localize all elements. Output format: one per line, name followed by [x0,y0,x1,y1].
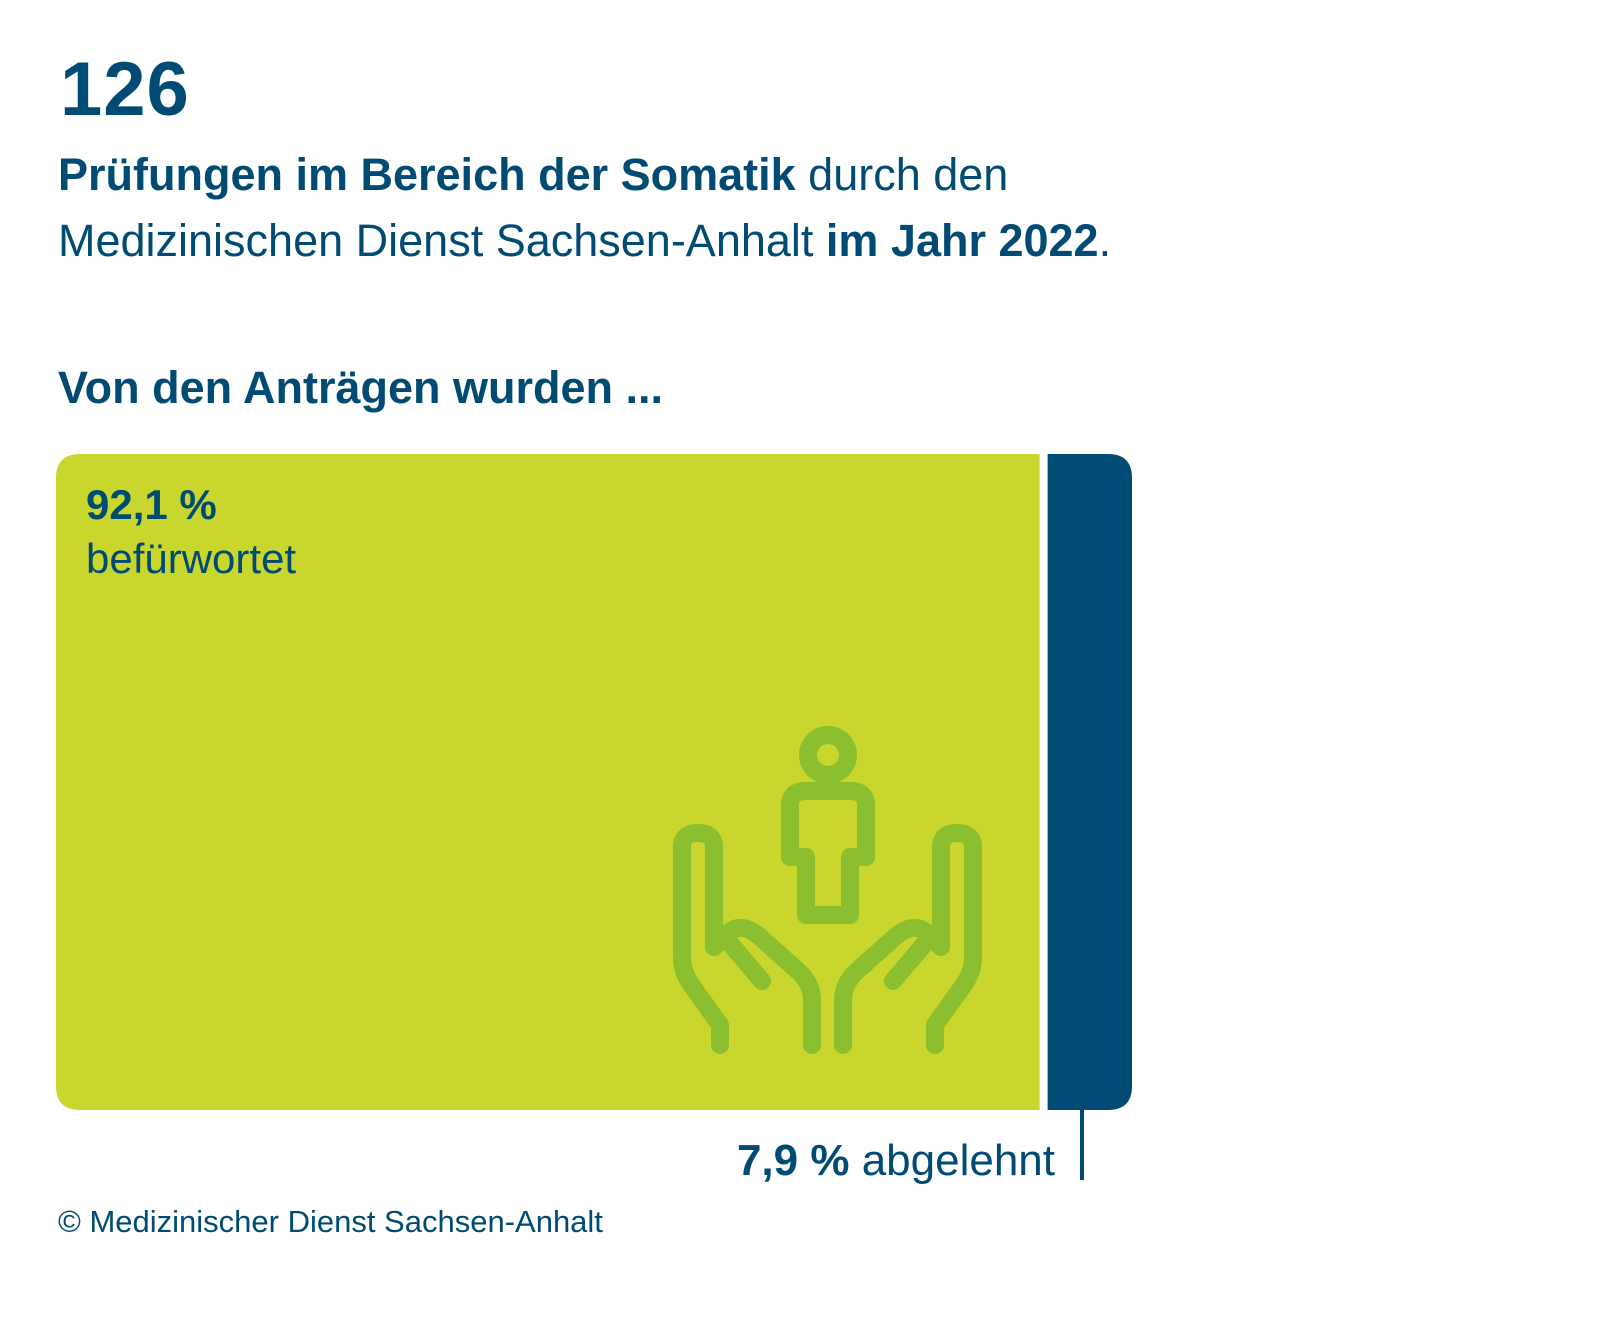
approved-label: 92,1 % befürwortet [86,478,296,586]
question-heading: Von den Anträgen wurden ... [58,362,664,413]
headline-mid: durch den Medizinischen Dienst Sachsen-A… [58,149,1009,266]
approved-description: befürwortet [86,535,297,582]
headline-bold-2: im Jahr 2022 [825,215,1099,266]
headline-bold-1: Prüfungen im Bereich der Somatik [58,149,796,200]
headline-text: Prüfungen im Bereich der Somatik durch d… [58,142,1278,274]
headline-number: 126 [60,47,190,132]
rejected-label: 7,9 % abgelehnt [737,1136,1055,1186]
chart-svg [56,454,1132,1110]
rejected-description: abgelehnt [849,1136,1055,1185]
stacked-bar-chart [56,454,1132,1110]
rejected-value: 7,9 % [736,1136,850,1185]
rejected-leader-line [1080,1110,1084,1180]
approved-value: 92,1 % [86,481,217,528]
hands-holding-person-icon [673,726,982,1054]
bar-segment-rejected [1047,454,1132,1110]
headline-end: . [1098,215,1112,266]
copyright-notice: © Medizinischer Dienst Sachsen-Anhalt [58,1204,603,1239]
bar-segment-approved [56,454,1040,1110]
